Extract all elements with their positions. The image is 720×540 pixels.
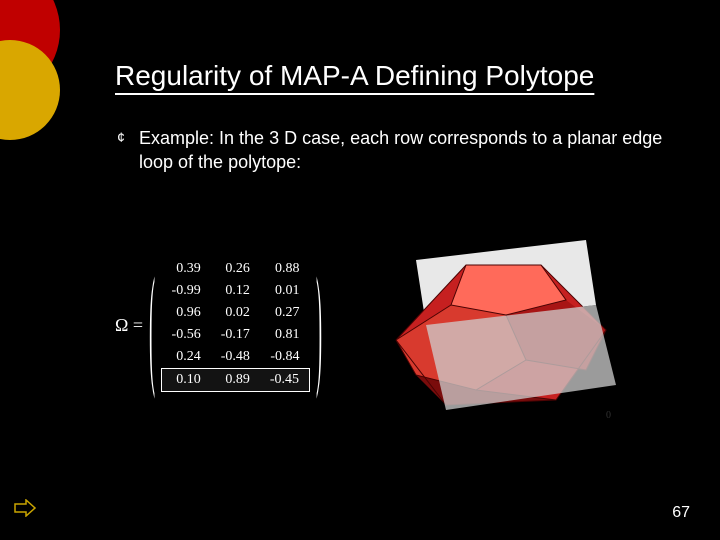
matrix-cell: 0.10 xyxy=(162,369,211,392)
matrix-row: 0.100.89-0.45 xyxy=(162,369,310,392)
matrix-cell: 0.02 xyxy=(211,302,260,324)
matrix-cell: -0.17 xyxy=(211,324,260,346)
matrix-cell: 0.12 xyxy=(211,280,260,302)
decoration-circles xyxy=(0,0,80,160)
polytope-figure: 0 xyxy=(332,210,680,440)
omega-label: Ω = xyxy=(115,315,143,336)
matrix-cell: -0.48 xyxy=(211,346,260,369)
matrix-row: 0.390.260.88 xyxy=(162,258,310,280)
next-arrow-icon[interactable] xyxy=(14,499,36,522)
matrix-row: -0.56-0.170.81 xyxy=(162,324,310,346)
axis-origin-label: 0 xyxy=(606,410,611,421)
matrix-cell: -0.99 xyxy=(162,280,211,302)
matrix-cell: -0.84 xyxy=(260,346,310,369)
matrix-cell: -0.56 xyxy=(162,324,211,346)
matrix-equation: Ω = ( 0.390.260.88-0.990.120.010.960.020… xyxy=(115,258,322,392)
matrix-cell: 0.26 xyxy=(211,258,260,280)
page-number: 67 xyxy=(672,504,690,522)
matrix-cell: 0.89 xyxy=(211,369,260,392)
slide-title: Regularity of MAP-A Defining Polytope xyxy=(115,60,680,98)
deco-circle-yellow xyxy=(0,40,60,140)
matrix-table: 0.390.260.88-0.990.120.010.960.020.27-0.… xyxy=(161,258,310,392)
matrix-cell: 0.81 xyxy=(260,324,310,346)
body-text: Example: In the 3 D case, each row corre… xyxy=(139,126,680,174)
right-bracket: ) xyxy=(316,258,322,393)
matrix-cell: -0.45 xyxy=(260,369,310,392)
matrix-row: 0.960.020.27 xyxy=(162,302,310,324)
matrix-cell: 0.01 xyxy=(260,280,310,302)
matrix-cell: 0.24 xyxy=(162,346,211,369)
matrix-cell: 0.96 xyxy=(162,302,211,324)
left-bracket: ( xyxy=(149,258,155,393)
bullet-icon: ¢ xyxy=(115,126,127,148)
matrix-cell: 0.39 xyxy=(162,258,211,280)
matrix-cell: 0.27 xyxy=(260,302,310,324)
matrix-row: -0.990.120.01 xyxy=(162,280,310,302)
matrix-cell: 0.88 xyxy=(260,258,310,280)
matrix-row: 0.24-0.48-0.84 xyxy=(162,346,310,369)
deco-circle-red xyxy=(0,0,60,100)
